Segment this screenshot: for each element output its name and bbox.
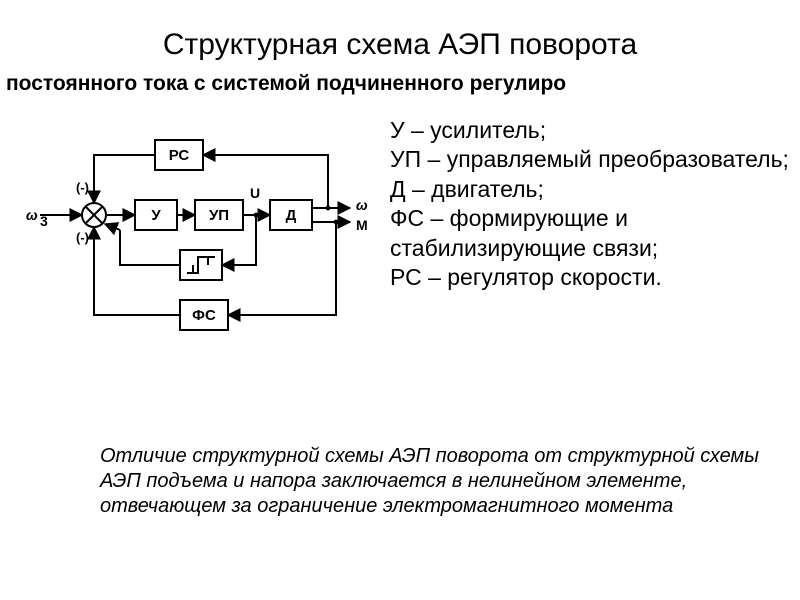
page-title: Структурная схема АЭП поворота [0, 0, 800, 72]
block-diagram: ω 3 (-) (-) РС У УП Д ФС [20, 110, 380, 350]
block-d-label: Д [286, 207, 297, 224]
legend-line: УП – управляемый преобразователь; [390, 145, 800, 174]
minus-top: (-) [76, 180, 89, 195]
block-y-label: У [151, 207, 161, 224]
block-fs-label: ФС [192, 307, 216, 324]
minus-bot: (-) [76, 230, 89, 245]
legend-line: РС – регулятор скорости. [390, 263, 800, 292]
legend-line: Д – двигатель; [390, 175, 800, 204]
signal-omega-out: ω [356, 197, 368, 213]
input-omega-sub: 3 [40, 213, 48, 229]
block-nonlinear [180, 250, 222, 280]
legend-line: ФС – формирующие и стабилизирующие связи… [390, 204, 800, 263]
signal-m-out: M [356, 217, 368, 233]
page-subtitle: постоянного тока с системой подчиненного… [0, 72, 800, 110]
legend: У – усилитель; УП – управляемый преобраз… [380, 110, 800, 350]
input-omega: ω [26, 207, 38, 223]
legend-line: У – усилитель; [390, 116, 800, 145]
block-yp-label: УП [209, 207, 229, 224]
block-rc-label: РС [169, 147, 190, 164]
signal-u: U [250, 185, 260, 201]
footnote: Отличие структурной схемы АЭП поворота о… [0, 440, 800, 519]
